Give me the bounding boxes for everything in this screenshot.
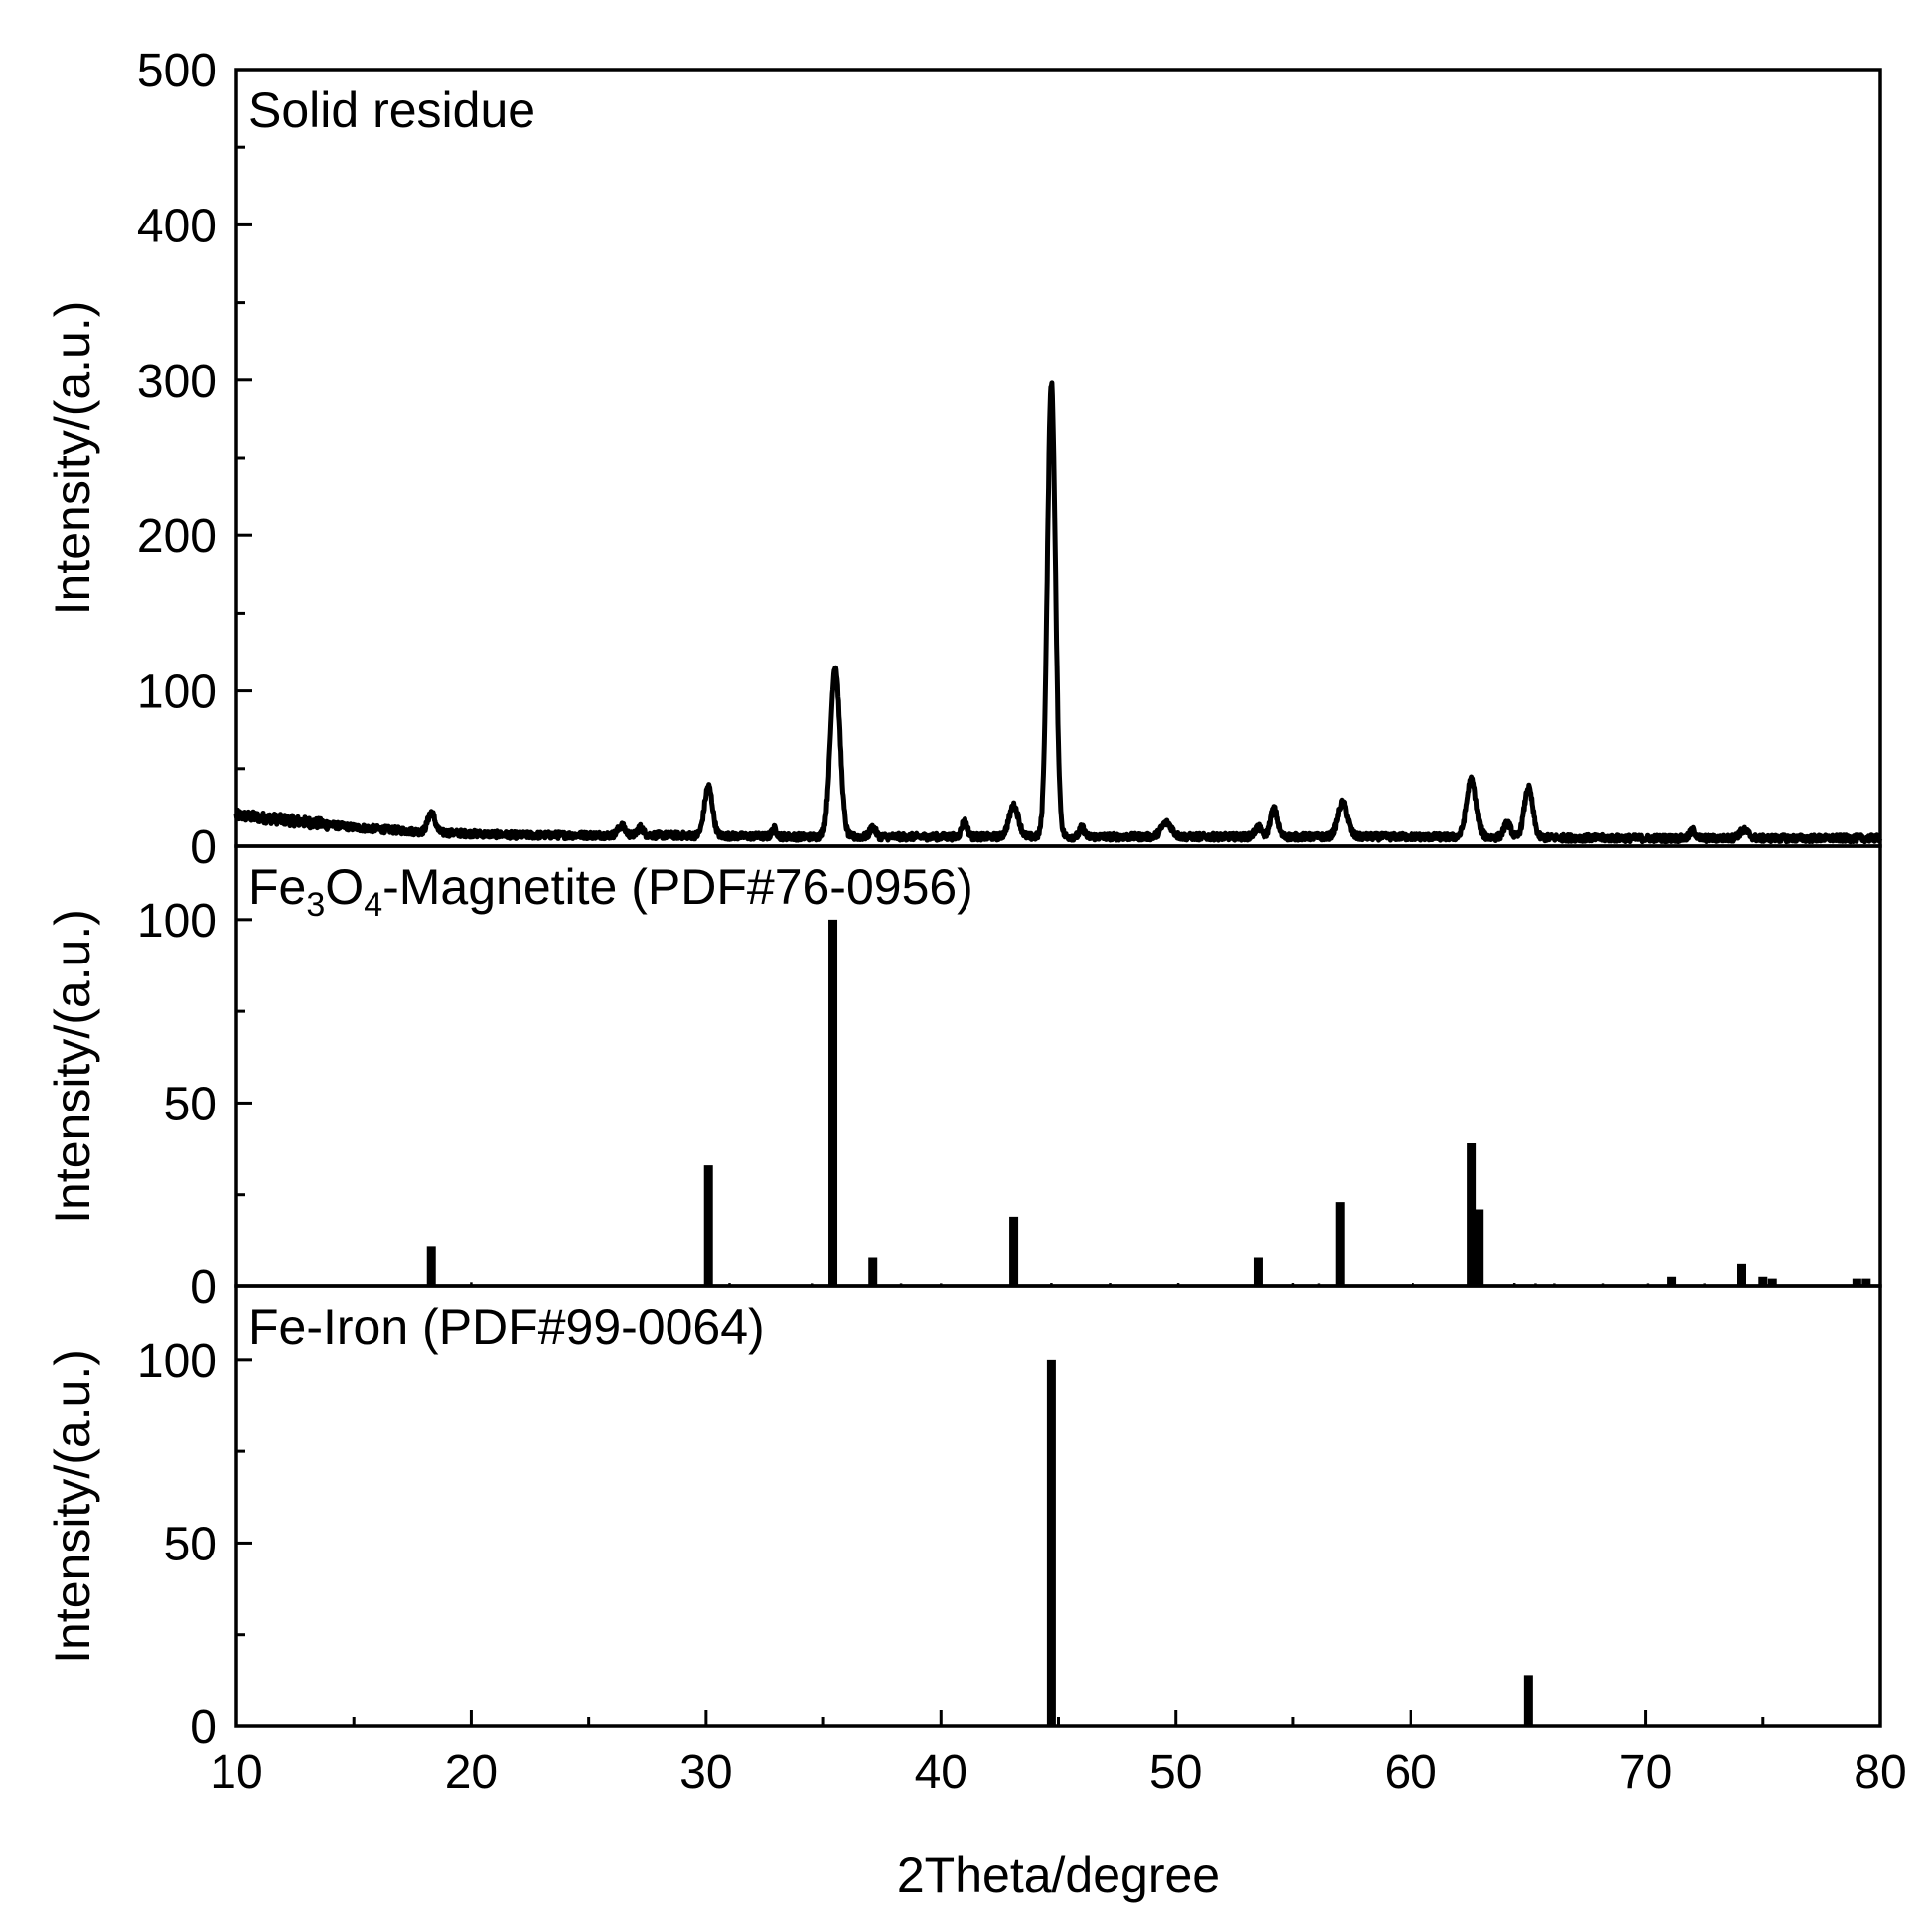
x-tick-label: 60: [1384, 1746, 1436, 1799]
x-axis-title: 2Theta/degree: [897, 1848, 1220, 1903]
panel-label: Fe-Iron (PDF#99-0064): [248, 1299, 765, 1355]
y-tick-label: 100: [137, 666, 217, 719]
y-tick-label: 50: [164, 1078, 217, 1130]
y-tick-label: 50: [164, 1518, 217, 1570]
panel-solid-residue: 0 100 200 300 400 500 Intensity/(a.u.) Solid re…: [45, 45, 1883, 874]
y-tick-label: 300: [137, 356, 217, 408]
y-tick-label: 0: [190, 1261, 217, 1314]
x-tick-label: 40: [915, 1746, 967, 1799]
panel-label: Solid residue: [248, 82, 535, 138]
x-tick-label: 20: [445, 1746, 498, 1799]
series-solid-residue: [233, 380, 1883, 845]
panel-label: Fe3O4-Magnetite (PDF#76-0956): [248, 859, 973, 924]
x-tick-label: 70: [1619, 1746, 1672, 1799]
x-axis: 10 20 30 40 50 60 70 80: [210, 1710, 1907, 1799]
y-axis-title: Intensity/(a.u.): [45, 909, 100, 1224]
label-part: Fe: [248, 859, 306, 915]
x-tick-label: 80: [1854, 1746, 1906, 1799]
panel-iron-reference: 0 50 100 Intensity/(a.u.) Fe-Iron (PDF#99-00…: [45, 1284, 1882, 1754]
x-tick-label: 50: [1149, 1746, 1202, 1799]
subscript: 4: [364, 886, 382, 924]
label-part: -Magnetite (PDF#76-0956): [382, 859, 973, 915]
panel-magnetite-reference: 0 50 100 Intensity/(a.u.) Fe3O4-Magnetite (P…: [45, 844, 1882, 1314]
x-tick-label: 10: [210, 1746, 262, 1799]
y-axis-title: Intensity/(a.u.): [45, 301, 100, 616]
x-tick-label: 30: [679, 1746, 732, 1799]
y-tick-label: 400: [137, 200, 217, 252]
y-tick-label: 100: [137, 1335, 217, 1388]
y-tick-label: 0: [190, 821, 217, 874]
subscript: 3: [306, 886, 325, 924]
y-tick-label: 200: [137, 511, 217, 563]
y-axis-title: Intensity/(a.u.): [45, 1349, 100, 1664]
label-part: O: [325, 859, 364, 915]
y-tick-label: 0: [190, 1702, 217, 1754]
y-tick-label: 500: [137, 45, 217, 97]
y-tick-label: 100: [137, 895, 217, 948]
